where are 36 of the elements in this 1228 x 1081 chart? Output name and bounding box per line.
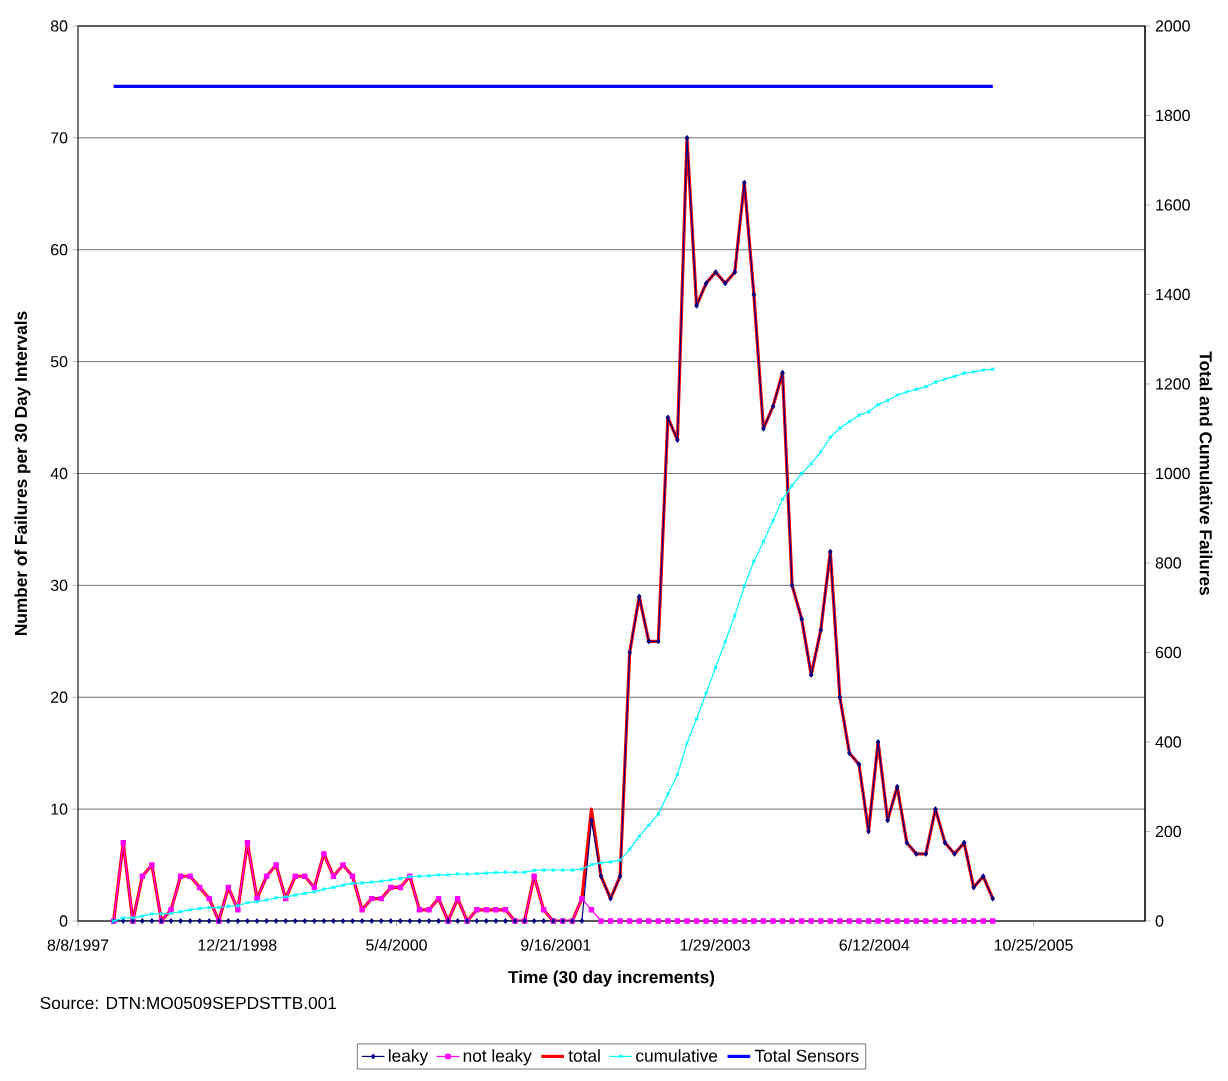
y2-tick-label: 600: [1155, 646, 1182, 659]
y-tick-label: 40: [50, 467, 68, 480]
y-tick-label: 70: [51, 132, 68, 144]
y2-tick-label: 1200: [1156, 378, 1190, 390]
x-tick-label: 6/12/2004: [839, 939, 910, 951]
source-note: Source: DTN:MO0509SEPDSTTB.001: [40, 996, 337, 1010]
y-tick-label: 30: [50, 579, 68, 591]
y-tick-label: 50: [50, 355, 68, 368]
y2-tick-label: 2000: [1155, 20, 1190, 32]
y2-tick-label: 800: [1155, 557, 1182, 569]
x-tick-label: 12/21/1998: [198, 939, 277, 951]
legend-label: leaky: [388, 1049, 429, 1066]
y2-axis-title: Total and Cumulative Failures: [1199, 351, 1213, 595]
x-tick-label: 10/25/2005: [994, 939, 1073, 951]
legend-label: cumulative: [636, 1049, 718, 1062]
y2-tick-label: 1400: [1156, 288, 1190, 301]
x-tick-label: 1/29/2003: [680, 939, 750, 951]
y-axis-title: Number of Failures per 30 Day Intervals: [14, 311, 31, 636]
y-tick-label: 0: [59, 915, 68, 927]
legend-label: total: [568, 1049, 600, 1062]
legend-label: Total Sensors: [754, 1049, 859, 1062]
x-tick-label: 5/4/2000: [366, 939, 427, 951]
y2-tick-label: 1800: [1156, 109, 1190, 122]
y2-tick-label: 200: [1155, 825, 1182, 838]
x-tick-label: 9/16/2001: [521, 939, 591, 951]
y2-tick-label: 1600: [1156, 199, 1190, 211]
legend-label: not leaky: [463, 1049, 532, 1066]
y-tick-label: 60: [51, 244, 68, 256]
x-axis-title: Time (30 day increments): [508, 970, 715, 987]
y2-tick-label: 400: [1155, 736, 1182, 748]
y2-tick-label: 1000: [1156, 467, 1190, 480]
y-tick-label: 80: [50, 20, 68, 32]
x-tick-label: 8/8/1997: [47, 939, 109, 951]
y-tick-label: 20: [51, 691, 68, 703]
y2-tick-label: 0: [1155, 915, 1164, 927]
y-tick-label: 10: [51, 803, 68, 815]
